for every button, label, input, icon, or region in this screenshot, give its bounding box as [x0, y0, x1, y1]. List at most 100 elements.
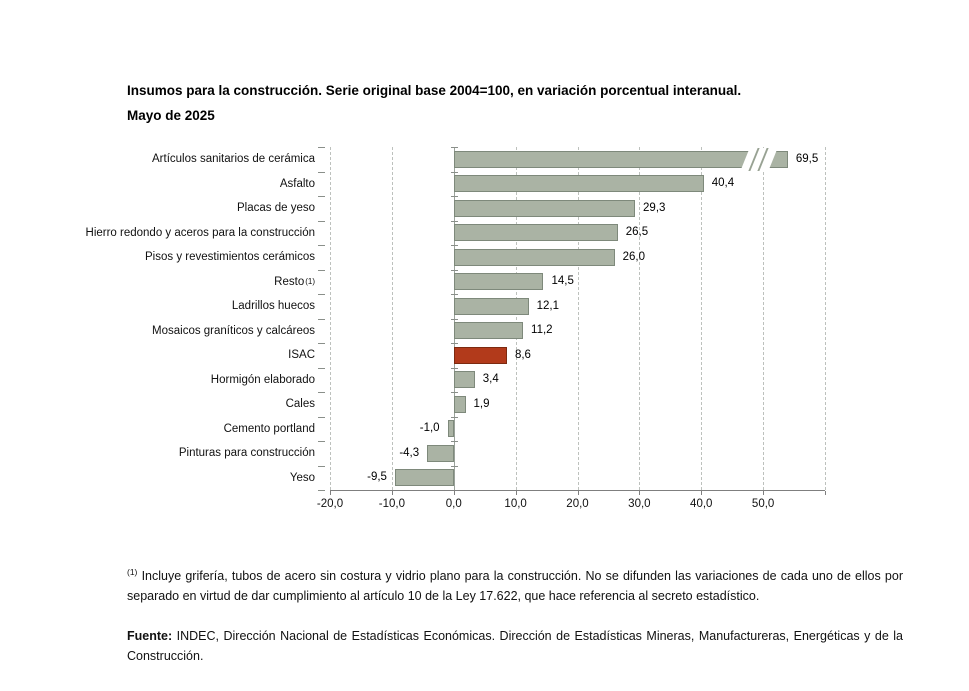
category-label-text: Hormigón elaborado: [210, 373, 315, 386]
category-axis-tick: [450, 416, 458, 418]
category-axis-tick: [450, 147, 458, 148]
bar-value-label: 69,5: [795, 152, 819, 165]
category-label: Resto (1): [0, 270, 315, 295]
category-outer-tick: [318, 245, 325, 246]
bar-chart: Artículos sanitarios de cerámica Asfalto P…: [0, 147, 826, 514]
category-axis-tick: [450, 441, 458, 442]
bar-value-label: 12,1: [536, 299, 559, 312]
category-axis-tick: [450, 269, 458, 271]
category-axis-tick: [450, 245, 458, 246]
category-label: Pinturas para construcción: [0, 441, 315, 466]
category-outer-tick: [318, 465, 325, 467]
bar: [427, 444, 454, 462]
bar-value-label: 29,3: [643, 201, 666, 214]
bar-value-label: 3,4: [482, 373, 499, 386]
x-axis-tick-label: 30,0: [628, 498, 651, 510]
bar: [447, 420, 454, 438]
bar-value-label: 11,2: [531, 324, 553, 337]
category-label: Artículos sanitarios de cerámica: [0, 147, 315, 172]
category-outer-tick: [318, 416, 325, 418]
gridline: [701, 147, 703, 490]
bar: [453, 224, 618, 242]
category-label-text: Mosaicos graníticos y calcáreos: [152, 324, 315, 337]
category-label: Cales: [0, 392, 315, 417]
bar-value-label: -4,3: [399, 446, 420, 459]
category-label: Hormigón elaborado: [0, 368, 315, 393]
x-axis-tick: [515, 491, 517, 495]
bar-value-label: 1,9: [473, 397, 490, 410]
footnote-marker: (1): [127, 567, 138, 577]
category-label-text: Resto: [274, 275, 305, 288]
x-axis-tick-label: 40,0: [690, 498, 713, 510]
x-axis-tick: [577, 491, 579, 495]
category-label: Ladrillos huecos: [0, 294, 315, 319]
gridline: [639, 147, 641, 490]
x-axis-tick: [330, 491, 331, 495]
category-label: Pisos y revestimientos cerámicos: [0, 245, 315, 270]
bar: [453, 395, 466, 413]
category-label-text: Hierro redondo y aceros para la construc…: [85, 226, 315, 239]
x-axis-tick: [763, 491, 765, 495]
footnote-text: Incluye grifería, tubos de acero sin cos…: [127, 569, 903, 604]
category-axis-tick: [450, 318, 458, 320]
x-axis-tick-label: 0,0: [445, 498, 462, 510]
bar-value-label: 40,4: [711, 177, 735, 190]
category-label-text: Pisos y revestimientos cerámicos: [145, 251, 315, 264]
gridline: [330, 147, 331, 490]
category-label-text: Cemento portland: [223, 422, 315, 435]
category-axis-tick: [450, 171, 458, 173]
category-outer-tick: [318, 196, 325, 197]
gridline: [763, 147, 765, 490]
category-outer-tick: [318, 220, 325, 222]
x-axis-tick-label: -10,0: [378, 498, 405, 510]
category-label-text: Ladrillos huecos: [231, 300, 315, 313]
x-axis-tick-label: 50,0: [751, 498, 775, 510]
category-label: Hierro redondo y aceros para la construc…: [0, 221, 315, 246]
bar: [453, 346, 507, 364]
gridline: [515, 147, 517, 490]
category-label: Yeso: [0, 466, 315, 491]
category-outer-tick: [318, 147, 325, 148]
category-axis-tick: [450, 294, 458, 295]
category-label: Asfalto: [0, 172, 315, 197]
category-label-text: Yeso: [289, 471, 315, 484]
x-axis-tick: [453, 491, 455, 495]
category-axis-tick: [450, 465, 458, 467]
bar: [453, 297, 529, 315]
bar-value-label: -9,5: [367, 471, 387, 484]
category-label: Cemento portland: [0, 417, 315, 442]
x-axis-line: [330, 490, 825, 491]
category-axis-tick: [450, 220, 458, 222]
bar: [453, 322, 524, 340]
category-outer-tick: [318, 367, 325, 369]
category-outer-tick: [318, 343, 325, 344]
x-axis-tick: [825, 491, 826, 495]
gridline: [391, 147, 393, 490]
category-label-text: Placas de yeso: [237, 202, 315, 215]
bar: [453, 248, 615, 266]
x-axis-tick: [701, 491, 703, 495]
category-axis-tick: [450, 196, 458, 197]
category-label: Mosaicos graníticos y calcáreos: [0, 319, 315, 344]
bar-value-label: -1,0: [419, 422, 440, 435]
category-label-text: Cales: [285, 398, 315, 411]
category-label-text: ISAC: [288, 349, 315, 362]
category-outer-tick: [318, 171, 325, 173]
bar-value-label: 26,0: [622, 250, 646, 263]
x-axis-tick-labels: -20,0 -10,0 0,0 10,0 20,0 30,0 40,0 50,0: [317, 498, 825, 514]
bar: [453, 273, 544, 291]
x-axis-tick-label: 10,0: [504, 498, 527, 510]
bar-value-label: 8,6: [514, 348, 531, 361]
chart-title: Insumos para la construcción. Serie orig…: [127, 78, 887, 128]
bar: [453, 371, 475, 389]
gridline: [577, 147, 579, 490]
category-label-text: Asfalto: [279, 177, 315, 190]
category-label: Placas de yeso: [0, 196, 315, 221]
axis-break-slash: [757, 147, 769, 171]
x-axis-tick: [639, 491, 641, 495]
bar-value-label: 14,5: [551, 275, 574, 288]
category-label-superscript: (1): [305, 277, 315, 287]
category-outer-tick: [318, 392, 325, 393]
x-axis-tick-label: 20,0: [566, 498, 589, 510]
